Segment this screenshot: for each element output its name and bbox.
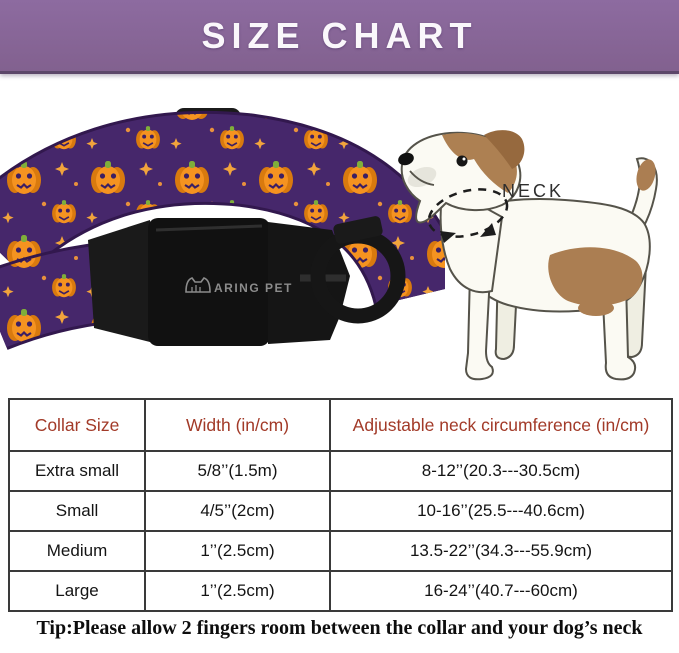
width-cell: 1’’(2.5cm) <box>144 530 331 572</box>
width-cell: 5/8’’(1.5m) <box>144 450 331 492</box>
column-header-width: Width (in/cm) <box>144 398 331 452</box>
buckle: ARING PET <box>88 218 350 346</box>
table-row-medium: Medium 1’’(2.5cm) 13.5-22’’(34.3---55.9c… <box>8 530 673 572</box>
neck-measure-guide <box>427 188 509 243</box>
column-header-collar-size: Collar Size <box>8 398 146 452</box>
buckle-brand-engraving: ARING PET <box>214 281 293 295</box>
brand-logo-cat-icon <box>185 277 211 293</box>
dog-fur-patches <box>407 130 656 316</box>
dog-illustration: NECK <box>398 130 658 381</box>
size-cell: Extra small <box>8 450 146 492</box>
table-row-large: Large 1’’(2.5cm) 16-24’’(40.7---60cm) <box>8 570 673 612</box>
page-title: SIZE CHART <box>201 14 478 56</box>
table-row-extra-small: Extra small 5/8’’(1.5m) 8-12’’(20.3---30… <box>8 450 673 492</box>
dog-neck-diagram: NECK <box>390 105 679 405</box>
tip-text: Tip:Please allow 2 fingers room between … <box>36 617 643 639</box>
dog-nose <box>398 152 414 166</box>
table-header-row: Collar Size Width (in/cm) Adjustable nec… <box>8 398 673 452</box>
collar-product-photo: ARING PET <box>0 80 466 405</box>
size-cell: Large <box>8 570 146 612</box>
size-table: Collar Size Width (in/cm) Adjustable nec… <box>8 398 673 612</box>
d-ring-icon <box>310 216 406 324</box>
width-cell: 1’’(2.5cm) <box>144 570 331 612</box>
size-cell: Small <box>8 490 146 532</box>
circumference-cell: 13.5-22’’(34.3---55.9cm) <box>329 530 673 572</box>
circumference-cell: 16-24’’(40.7---60cm) <box>329 570 673 612</box>
size-cell: Medium <box>8 530 146 572</box>
table-row-small: Small 4/5’’(2cm) 10-16’’(25.5---40.6cm) <box>8 490 673 532</box>
title-banner: SIZE CHART <box>0 0 679 74</box>
neck-label: NECK <box>502 181 564 201</box>
circumference-cell: 8-12’’(20.3---30.5cm) <box>329 450 673 492</box>
width-cell: 4/5’’(2cm) <box>144 490 331 532</box>
column-header-neck-circumference: Adjustable neck circumference (in/cm) <box>329 398 673 452</box>
collar-illustration: ARING PET <box>0 108 466 351</box>
dog-eye <box>456 155 468 167</box>
circumference-cell: 10-16’’(25.5---40.6cm) <box>329 490 673 532</box>
